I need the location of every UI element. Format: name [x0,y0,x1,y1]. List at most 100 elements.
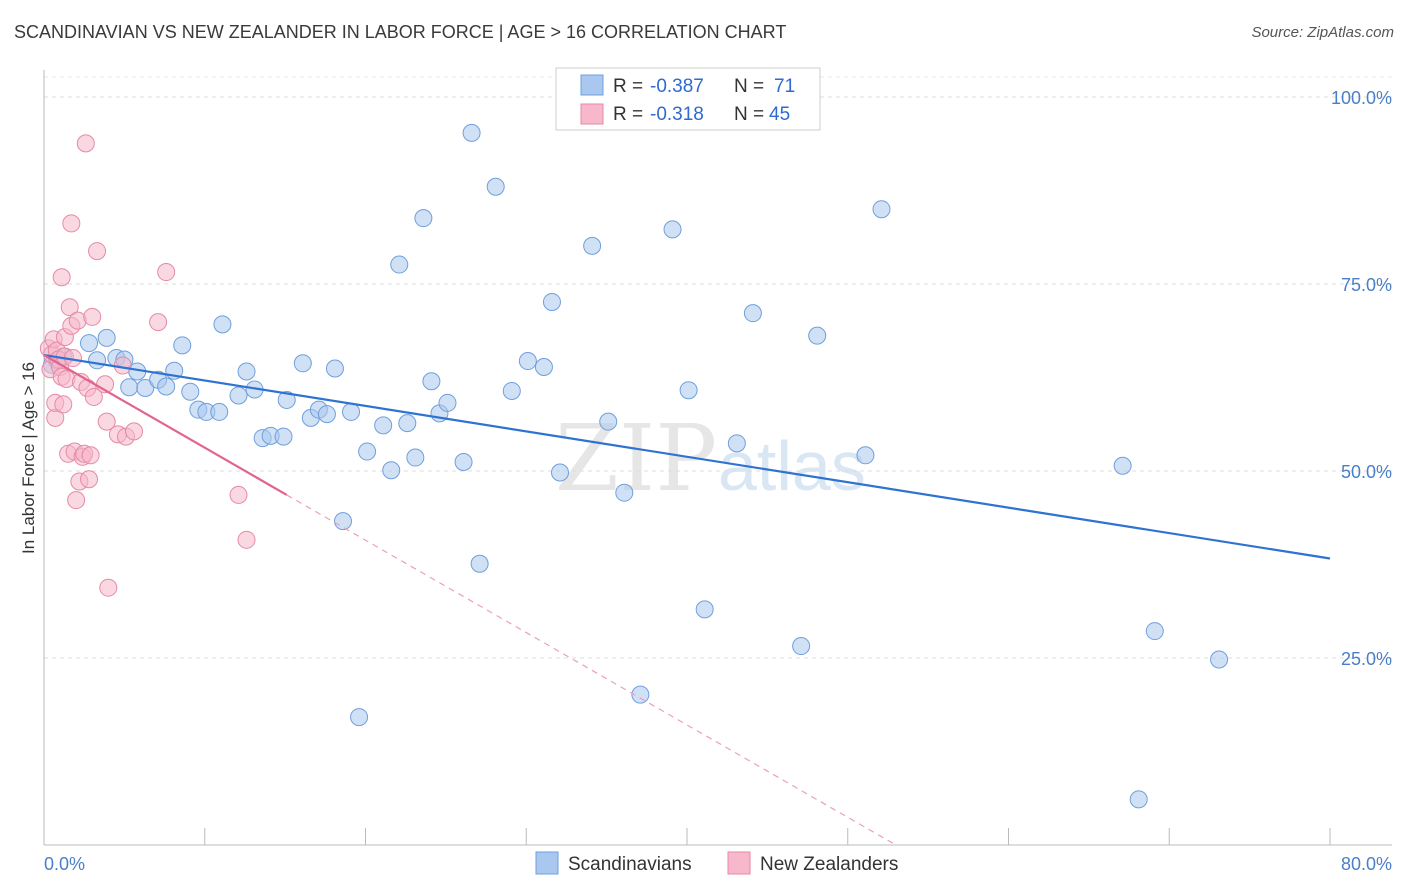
scatter-point [173,336,192,355]
scatter-point [1113,456,1132,475]
scatter-point [663,220,682,239]
scatter-point [81,446,100,465]
scatter-point [229,485,248,504]
trend-line-extrapolated [286,494,897,846]
source-label: Source: ZipAtlas.com [1251,24,1394,41]
scatter-point [97,412,116,431]
scatter-point [88,242,107,261]
scatter-point [120,378,139,397]
scatter-point [743,304,762,323]
watermark-zip: ZIP [555,405,717,512]
legend-label-new-zealanders: New Zealanders [760,854,898,875]
series-new-zealanders-points [39,134,256,597]
scatter-point [542,292,561,311]
scatter-point [84,387,103,406]
scatter-point [808,326,827,345]
y-axis-title: In Labor Force | Age > 16 [19,362,38,554]
scatter-point [1145,622,1164,641]
scatter-point [406,448,425,467]
stats-legend: R = -0.387 N = 71 R = -0.318 N = 45 [555,67,821,131]
scatter-point [518,352,537,371]
scatter-point [181,382,200,401]
scatter-point [438,393,457,412]
series-scandinavians-points [43,123,1229,809]
stats-n-value-0: 71 [774,76,795,97]
scatter-point [374,416,393,435]
stats-r-value-1: -0.318 [650,104,704,125]
scatter-point [414,209,433,228]
y-tick-label: 75.0% [1341,275,1392,295]
scatter-point [1210,650,1229,669]
trend-line [43,354,288,496]
scatter-point [157,263,176,282]
scatter-point [333,512,352,531]
scatter-point [277,390,296,409]
stats-n-label-1: N = [734,104,764,125]
x-ticks [43,828,1331,845]
scatter-point [229,386,248,405]
scatter-point [727,434,746,453]
trend-line [43,353,1331,560]
scatter-point [88,351,107,370]
scatter-point [462,123,481,142]
scatter-point [76,134,95,153]
scatter-point [237,362,256,381]
scatter-point [57,369,76,388]
scatter-point [52,268,71,287]
scatter-point [398,414,417,433]
scatter-point [149,313,168,332]
trend-lines [43,353,1331,846]
scatter-point [237,530,256,549]
legend-label-scandinavians: Scandinavians [568,854,692,875]
x-tick-label-min: 0.0% [44,854,85,874]
stats-n-label-0: N = [734,76,764,97]
y-tick-label: 25.0% [1341,649,1392,669]
scatter-point [872,200,891,219]
x-tick-label-max: 80.0% [1341,854,1392,874]
scatter-point [382,461,401,480]
scatter-point [317,405,336,424]
scatter-point [54,395,73,414]
scatter-point [679,381,698,400]
scatter-point [792,637,811,656]
scatter-point [80,470,99,489]
legend-swatch-new-zealanders [727,851,751,875]
scatter-point [80,334,99,353]
scatter-point [83,307,102,326]
y-tick-labels: 100.0% 75.0% 50.0% 25.0% [1331,88,1392,669]
scatter-point [583,236,602,255]
scatter-point [125,422,144,441]
scatter-point [342,402,361,421]
scatter-point [454,453,473,472]
y-tick-label: 50.0% [1341,462,1392,482]
stats-swatch-scandinavians [580,74,604,96]
scatter-point [213,315,232,334]
scatter-point [358,442,377,461]
stats-swatch-new-zealanders [580,103,604,125]
scatter-point [1129,790,1148,809]
scatter-point [695,600,714,619]
stats-r-label-1: R = [613,104,643,125]
scatter-point [136,378,155,397]
scatter-point [534,358,553,377]
scatter-point [470,554,489,573]
scatter-point [67,491,86,510]
scatter-point [422,372,441,391]
scatter-point [62,214,81,233]
scatter-point [599,412,618,431]
scatter-point [856,446,875,465]
axes [43,70,1392,846]
scatter-point [502,381,521,400]
stats-n-value-1: 45 [769,104,790,125]
scatter-point [615,483,634,502]
scatter-point [157,377,176,396]
scatter-point [551,463,570,482]
scatter-point [60,298,79,317]
scatter-point [350,708,369,727]
scatter-point [293,354,312,373]
y-tick-label: 100.0% [1331,88,1392,108]
chart-title: SCANDINAVIAN VS NEW ZEALANDER IN LABOR F… [14,22,787,42]
scatter-point [97,328,116,347]
legend-swatch-scandinavians [535,851,559,875]
scatter-point [325,359,344,378]
